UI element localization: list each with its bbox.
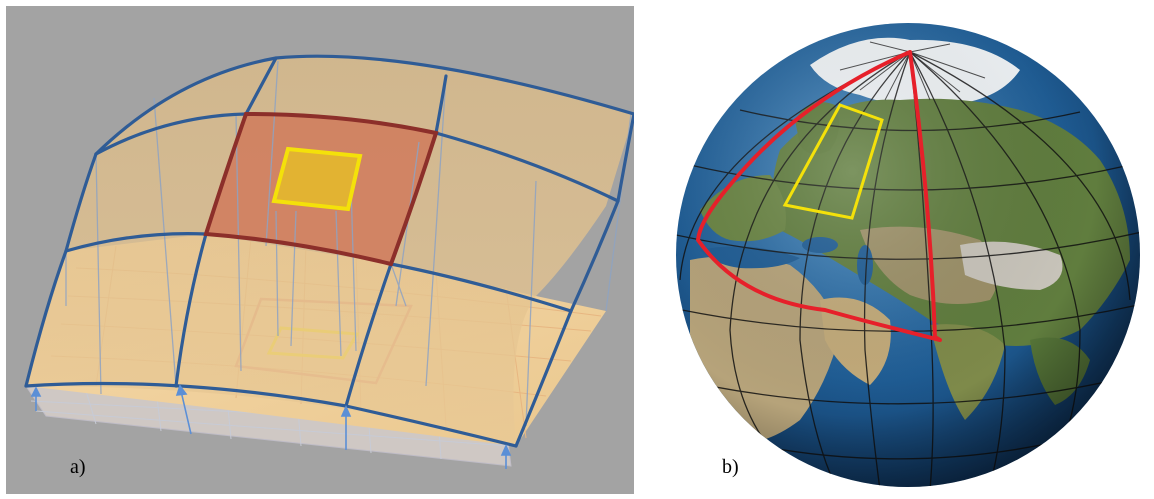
red-region-outline xyxy=(696,50,942,342)
surface-highlight-border xyxy=(203,111,439,267)
globe-diagram xyxy=(676,23,1140,487)
panel-b-label: b) xyxy=(722,456,739,478)
panel-a-label: a) xyxy=(70,456,86,478)
globe-panel xyxy=(660,0,1154,499)
base-arrows xyxy=(30,384,512,469)
projection-diagram-panel xyxy=(6,6,634,494)
globe-shading xyxy=(676,23,1140,487)
surface-yellow-patch xyxy=(271,146,363,212)
projection-diagram xyxy=(24,54,634,469)
yellow-region-outline xyxy=(782,103,884,220)
